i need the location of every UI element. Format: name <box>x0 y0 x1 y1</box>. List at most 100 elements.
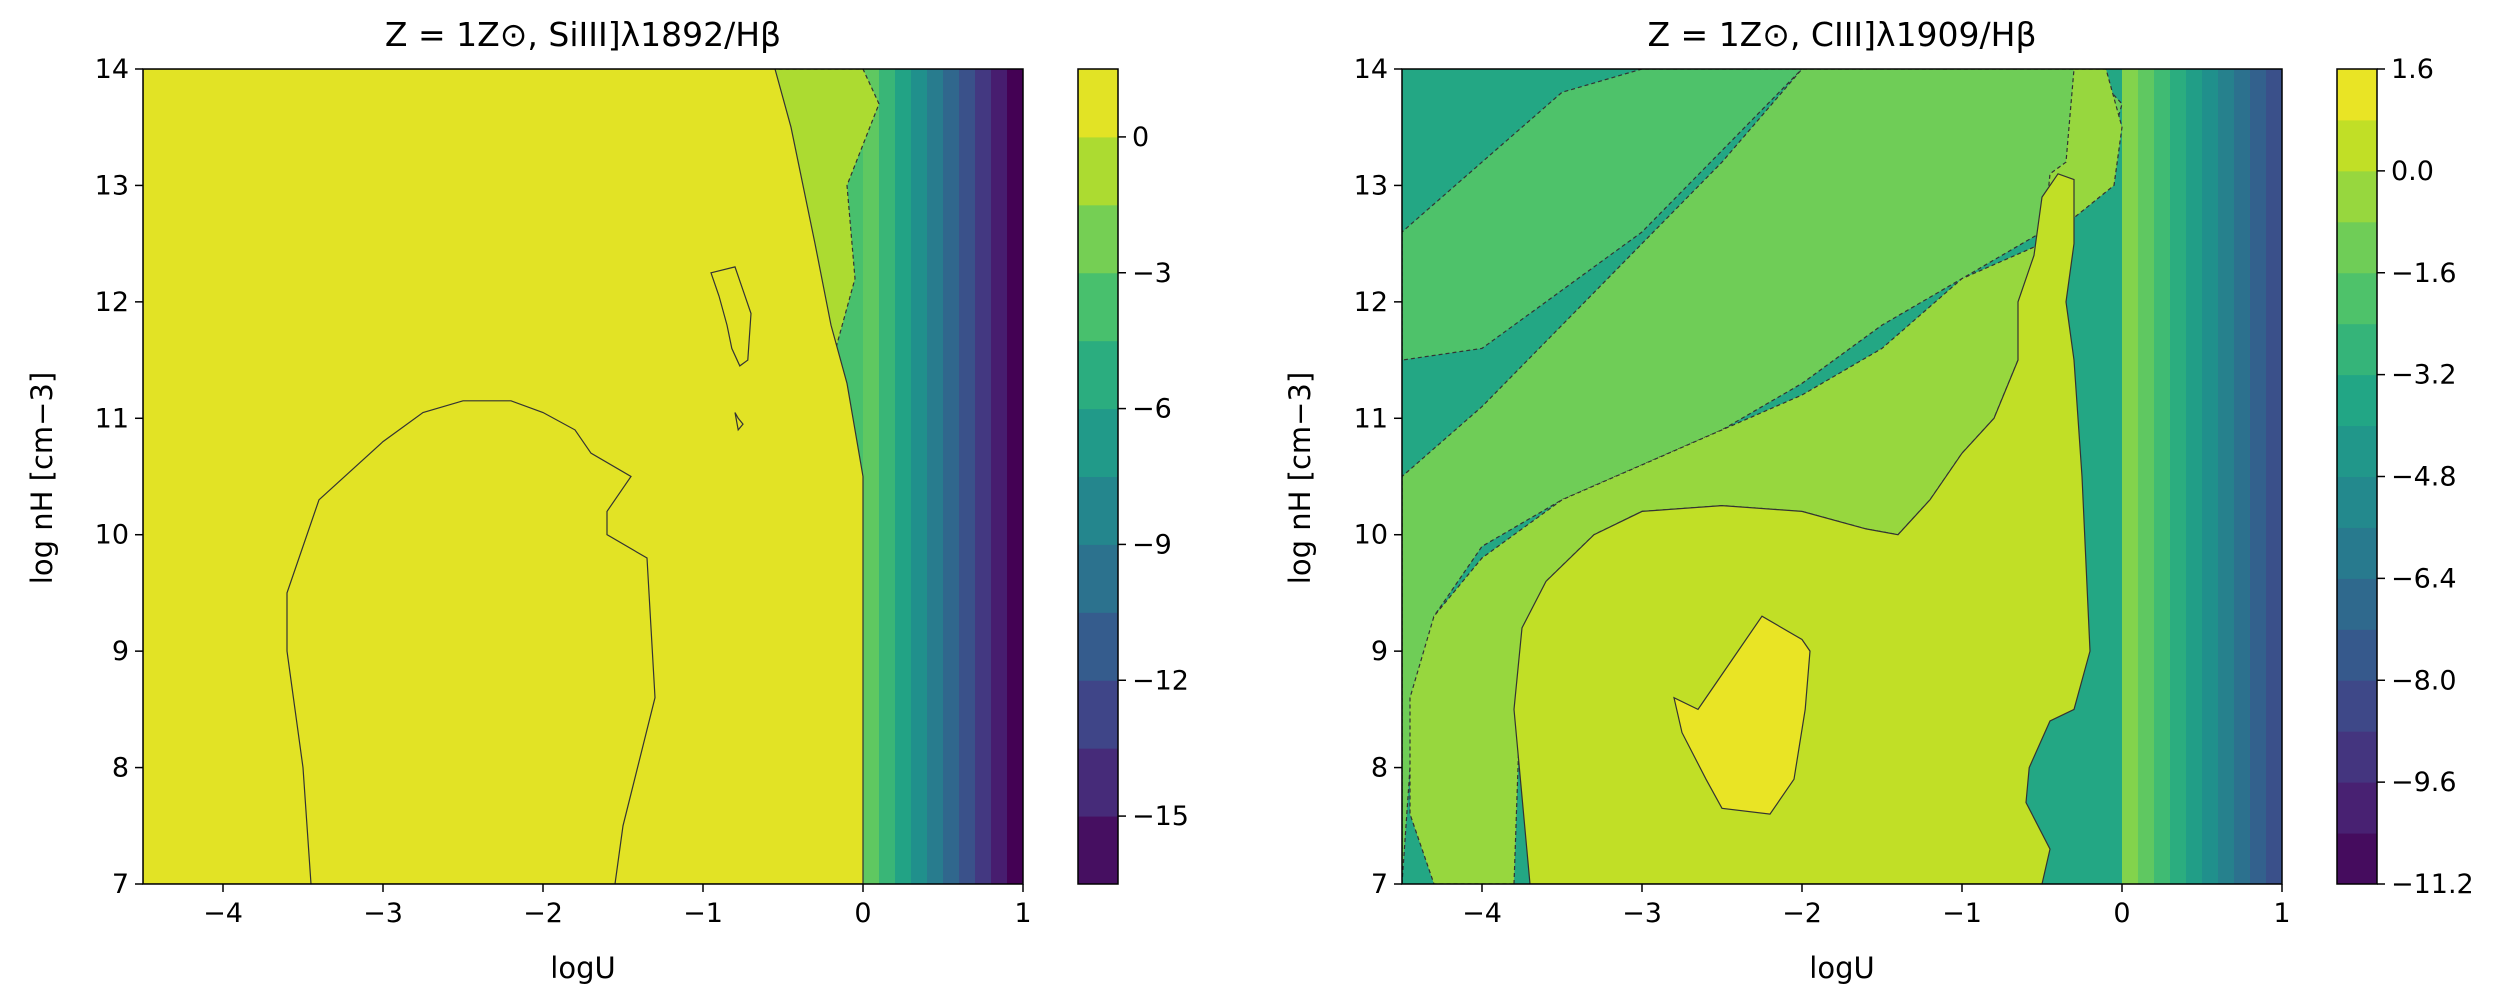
y-tick-label: 14 <box>95 54 129 85</box>
panel-1-title: Z = 1Z⊙, SiIII]λ1892/Hβ <box>385 15 781 54</box>
colorbar-segment <box>2337 170 2377 223</box>
colorbar-segment <box>2337 578 2377 630</box>
colorbar-segment <box>2337 323 2377 376</box>
y-tick-label: 9 <box>112 636 129 667</box>
colorbar-segment <box>2337 629 2377 681</box>
colorbar-segment <box>1078 272 1118 342</box>
x-tick-label: 0 <box>2113 898 2130 929</box>
colorbar-segment <box>1078 748 1118 817</box>
colorbar-segment <box>2337 272 2377 325</box>
colorbar-segment <box>2337 425 2377 477</box>
colorbar-segment <box>1078 612 1118 681</box>
colorbar-segment <box>1078 476 1118 545</box>
panel-2-plot-area <box>1401 68 2283 885</box>
panel-2-x-axis: −4 −3 −2 −1 0 1 <box>1462 884 2291 929</box>
colorbar-segment <box>2337 374 2377 427</box>
y-tick-label: 11 <box>95 403 129 434</box>
y-tick-label: 8 <box>1371 753 1388 784</box>
panel-1-x-axis-label: logU <box>550 951 615 985</box>
panel-2-contours <box>1402 69 2282 884</box>
colorbar-tick-label: −4.8 <box>2391 462 2457 493</box>
colorbar-segment <box>2337 119 2377 172</box>
y-tick-label: 10 <box>1354 520 1388 551</box>
y-tick-label: 9 <box>1371 636 1388 667</box>
panel-1: Z = 1Z⊙, SiIII]λ1892/Hβ −4 −3 −2 −1 0 1 7 8 9 10… <box>25 15 1189 985</box>
colorbar-segment <box>1078 204 1118 274</box>
x-tick-label: −3 <box>363 898 403 929</box>
x-tick-label: 1 <box>2273 898 2290 929</box>
colorbar-tick-label: −11.2 <box>2391 869 2474 900</box>
colorbar-tick-label: 1.6 <box>2391 54 2434 85</box>
x-tick-label: 0 <box>854 898 871 929</box>
contour-region <box>286 400 656 884</box>
contour-region <box>1513 173 2091 884</box>
colorbar-tick-label: 0.0 <box>2391 156 2434 187</box>
panel-1-frame <box>142 68 1024 885</box>
contour-band <box>1007 69 1023 884</box>
x-tick-label: −2 <box>523 898 563 929</box>
panel-1-y-axis: 7 8 9 10 11 12 13 14 <box>95 54 143 900</box>
colorbar-segment <box>1078 680 1118 749</box>
y-tick-label: 13 <box>95 170 129 201</box>
colorbar-tick-label: −3.2 <box>2391 360 2457 391</box>
colorbar-segment <box>1078 408 1118 477</box>
colorbar-segment <box>2337 221 2377 274</box>
panel-2-x-axis-label: logU <box>1809 951 1874 985</box>
y-tick-label: 7 <box>112 869 129 900</box>
colorbar-tick-label: −1.6 <box>2391 258 2457 289</box>
colorbar-tick-label: −6 <box>1132 394 1172 425</box>
contour-region <box>734 412 744 432</box>
contour-band <box>2266 69 2282 884</box>
x-tick-label: −1 <box>683 898 723 929</box>
y-tick-label: 12 <box>1354 287 1388 318</box>
colorbar-segment <box>1078 136 1118 206</box>
contour-region <box>1402 69 2123 884</box>
panel-1-y-axis-label: log nH [cm−3] <box>25 372 59 584</box>
colorbar-segment <box>2337 731 2377 783</box>
contour-region <box>1673 615 1811 815</box>
x-tick-label: −2 <box>1782 898 1822 929</box>
panel-2-frame <box>1401 68 2283 885</box>
panel-1-colorbar-frame <box>1077 68 1119 885</box>
colorbar-segment <box>1078 340 1118 410</box>
colorbar-segment <box>1078 544 1118 613</box>
x-tick-label: −4 <box>1462 898 1502 929</box>
colorbar-tick-label: 0 <box>1132 122 1149 153</box>
panel-2-y-axis: 7 8 9 10 11 12 13 14 <box>1354 54 1402 900</box>
colorbar-tick-label: −12 <box>1132 665 1189 696</box>
x-tick-label: −1 <box>1942 898 1982 929</box>
colorbar-segment <box>2337 680 2377 732</box>
colorbar-segment <box>2337 69 2377 121</box>
panel-1-x-axis: −4 −3 −2 −1 0 1 <box>203 884 1032 929</box>
panel-1-plot-area <box>142 68 1024 885</box>
y-tick-label: 11 <box>1354 403 1388 434</box>
colorbar-segment <box>1078 69 1118 138</box>
colorbar-tick-label: −15 <box>1132 801 1189 832</box>
panel-2-y-axis-label: log nH [cm−3] <box>1283 372 1317 584</box>
y-tick-label: 14 <box>1354 54 1388 85</box>
panel-1-colorbar: 0 −3 −6 −9 −12 −15 <box>1077 68 1189 885</box>
panel-2-colorbar: 1.6 0.0 −1.6 −3.2 −4.8 −6.4 −8.0 −9.6 −11.2 <box>2336 54 2474 900</box>
y-tick-label: 7 <box>1371 869 1388 900</box>
panel-1-contours <box>143 69 1023 884</box>
colorbar-tick-label: −9.6 <box>2391 767 2457 798</box>
x-tick-label: −3 <box>1622 898 1662 929</box>
colorbar-tick-label: −9 <box>1132 529 1172 560</box>
panel-2: Z = 1Z⊙, CIII]λ1909/Hβ −4 −3 −2 −1 0 1 7 8 9 10 1… <box>1283 15 2474 985</box>
x-tick-label: 1 <box>1014 898 1031 929</box>
colorbar-tick-label: −3 <box>1132 258 1172 289</box>
y-tick-label: 13 <box>1354 170 1388 201</box>
y-tick-label: 10 <box>95 520 129 551</box>
colorbar-segment <box>2337 782 2377 834</box>
colorbar-segment <box>2337 833 2377 885</box>
contour-region <box>710 266 752 367</box>
colorbar-tick-label: −6.4 <box>2391 563 2457 594</box>
colorbar-segment <box>2337 527 2377 579</box>
panel-2-title: Z = 1Z⊙, CIII]λ1909/Hβ <box>1647 15 2036 54</box>
colorbar-segment <box>1078 816 1118 885</box>
y-tick-label: 12 <box>95 287 129 318</box>
x-tick-label: −4 <box>203 898 243 929</box>
contour-region <box>1402 69 1803 361</box>
y-tick-label: 8 <box>112 753 129 784</box>
